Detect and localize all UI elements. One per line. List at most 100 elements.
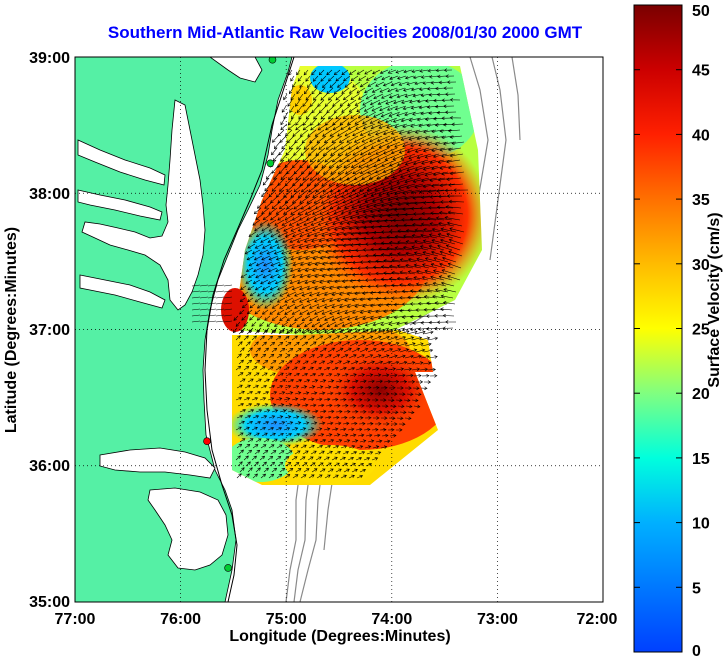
velocity-arrow bbox=[302, 117, 310, 126]
velocity-arrow bbox=[287, 99, 293, 107]
velocity-arrow bbox=[420, 386, 428, 391]
velocity-arrow bbox=[294, 303, 304, 309]
velocity-arrow bbox=[320, 213, 336, 221]
velocity-arrow bbox=[365, 75, 375, 81]
velocity-arrow bbox=[421, 373, 430, 378]
velocity-arrow bbox=[390, 360, 400, 365]
velocity-arrow bbox=[375, 439, 383, 444]
velocity-arrow bbox=[261, 341, 267, 347]
velocity-arrow bbox=[447, 275, 461, 281]
velocity-arrow bbox=[356, 416, 364, 420]
velocity-arrow bbox=[276, 309, 285, 315]
velocity-arrow bbox=[383, 379, 392, 384]
velocity-arrow bbox=[303, 219, 317, 226]
velocity-arrow bbox=[398, 330, 410, 335]
velocity-arrow bbox=[446, 194, 463, 198]
velocity-arrow bbox=[335, 379, 343, 383]
y-axis: 39:00 38:00 37:00 36:00 35:00 Latitude (… bbox=[3, 50, 70, 611]
velocity-arrow bbox=[297, 255, 311, 261]
velocity-arrow bbox=[248, 261, 257, 267]
velocity-arrow bbox=[397, 373, 406, 378]
velocity-arrow bbox=[270, 421, 278, 425]
velocity-arrow bbox=[271, 315, 279, 321]
velocity-arrow bbox=[275, 225, 287, 232]
velocity-arrow bbox=[367, 147, 382, 155]
velocity-arrow bbox=[271, 147, 278, 156]
velocity-arrow bbox=[325, 403, 333, 408]
velocity-arrow bbox=[413, 342, 424, 347]
velocity-arrow bbox=[364, 445, 372, 449]
velocity-arrow bbox=[277, 273, 288, 279]
velocity-arrow bbox=[269, 341, 276, 347]
velocity-arrow bbox=[402, 105, 415, 111]
velocity-arrow bbox=[397, 386, 404, 390]
velocity-arrow bbox=[294, 421, 302, 425]
velocity-arrow bbox=[364, 321, 377, 327]
velocity-arrow bbox=[269, 297, 278, 303]
velocity-arrow bbox=[347, 327, 358, 333]
velocity-arrow bbox=[297, 207, 310, 215]
velocity-arrow bbox=[312, 75, 319, 82]
velocity-arrow bbox=[294, 135, 303, 144]
colorbar-tick-label: 40 bbox=[692, 127, 710, 144]
velocity-arrow bbox=[333, 373, 341, 377]
velocity-arrow bbox=[288, 69, 293, 76]
velocity-arrow bbox=[347, 366, 356, 371]
velocity-arrow bbox=[381, 75, 391, 81]
colorbar-tick-label: 45 bbox=[692, 63, 710, 80]
velocity-arrow bbox=[207, 296, 217, 299]
velocity-arrow bbox=[305, 111, 313, 120]
velocity-arrow bbox=[380, 416, 388, 420]
velocity-arrow bbox=[370, 141, 385, 149]
velocity-arrow bbox=[275, 335, 282, 341]
velocity-arrow bbox=[374, 329, 386, 335]
velocity-arrow bbox=[394, 105, 407, 111]
velocity-arrow bbox=[319, 409, 327, 414]
velocity-arrow bbox=[348, 105, 359, 113]
velocity-arrow bbox=[299, 335, 307, 341]
velocity-arrow bbox=[284, 385, 292, 389]
velocity-arrow bbox=[295, 117, 302, 126]
velocity-arrow bbox=[253, 461, 259, 467]
velocity-arrow bbox=[321, 285, 335, 290]
velocity-arrow bbox=[278, 450, 285, 455]
velocity-arrow bbox=[331, 427, 339, 432]
velocity-arrow bbox=[358, 159, 373, 168]
velocity-arrow bbox=[326, 87, 334, 95]
velocity-arrow bbox=[402, 189, 421, 195]
velocity-arrow bbox=[448, 183, 464, 187]
velocity-arrow bbox=[447, 147, 462, 152]
velocity-arrow bbox=[332, 474, 339, 479]
velocity-arrow bbox=[407, 295, 422, 300]
velocity-arrow bbox=[388, 159, 405, 167]
velocity-arrow bbox=[282, 237, 294, 243]
velocity-arrow bbox=[273, 171, 281, 180]
velocity-arrow bbox=[392, 117, 406, 123]
velocity-arrow bbox=[245, 461, 251, 467]
plot-area bbox=[75, 57, 603, 602]
velocity-arrow bbox=[398, 129, 413, 135]
velocity-arrow bbox=[397, 240, 416, 245]
velocity-arrow bbox=[267, 366, 274, 371]
velocity-arrow bbox=[367, 347, 377, 353]
velocity-arrow bbox=[371, 367, 380, 371]
velocity-arrow bbox=[261, 432, 268, 437]
velocity-arrow bbox=[237, 432, 244, 437]
velocity-arrow bbox=[300, 201, 313, 210]
velocity-arrow bbox=[299, 397, 307, 402]
velocity-arrow bbox=[424, 257, 441, 263]
velocity-arrow bbox=[337, 81, 345, 88]
velocity-arrow bbox=[396, 111, 409, 117]
velocity-arrow bbox=[388, 321, 401, 326]
velocity-arrow bbox=[304, 105, 311, 114]
velocity-arrow bbox=[377, 303, 392, 308]
velocity-arrow bbox=[282, 267, 294, 273]
velocity-arrow bbox=[371, 457, 379, 461]
velocity-arrow bbox=[284, 231, 297, 238]
velocity-arrow bbox=[422, 81, 433, 85]
velocity-arrow bbox=[268, 353, 275, 359]
velocity-arrow bbox=[309, 433, 317, 437]
velocity-arrow bbox=[237, 372, 244, 377]
velocity-arrow bbox=[351, 183, 368, 192]
velocity-arrow bbox=[381, 433, 389, 438]
